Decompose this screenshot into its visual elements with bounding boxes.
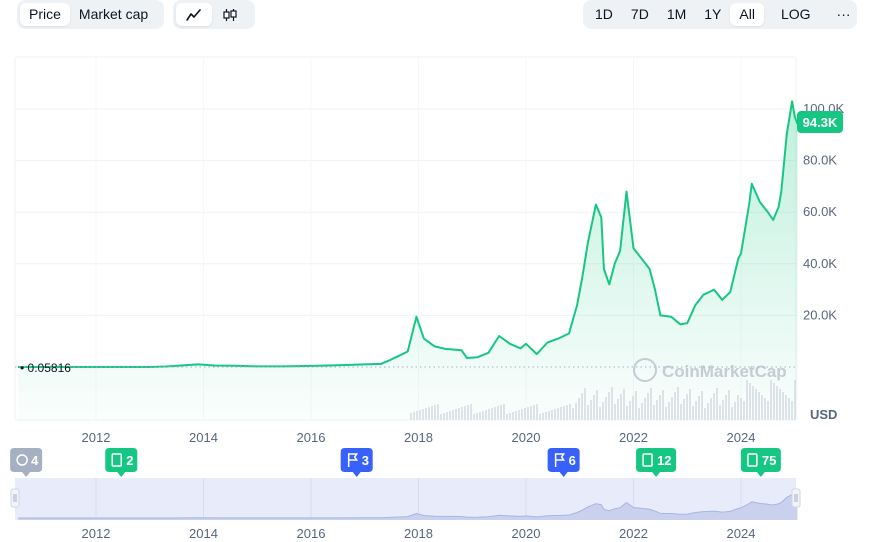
candlestick-icon[interactable] (212, 3, 248, 26)
history-icon (16, 454, 28, 466)
line-chart-icon[interactable] (176, 3, 212, 26)
range-1m[interactable]: 1M (666, 6, 687, 22)
watermark-text: CoinMarketCap (662, 362, 787, 381)
tab-price[interactable]: Price (20, 3, 70, 26)
x-tick-label: 2014 (189, 430, 218, 445)
price-area (18, 101, 798, 421)
x-tick-label: 2020 (512, 430, 541, 445)
x-tick-label: 2012 (82, 430, 111, 445)
document-icon (747, 453, 758, 467)
x-tick-label: 2018 (404, 430, 433, 445)
navigator-handle-left[interactable] (10, 488, 20, 508)
navigator-line (18, 493, 798, 519)
y-tick-label: 60.0K (803, 204, 837, 219)
more-options-icon[interactable]: ··· (836, 6, 851, 22)
event-badge-count: 2 (126, 453, 133, 468)
navigator-x-tick-label: 2020 (512, 526, 541, 541)
current-price-pill (797, 111, 843, 133)
range-7d[interactable]: 7D (630, 6, 649, 22)
start-value-label: • 0.05816 (20, 361, 71, 375)
event-badge-count: 3 (362, 453, 369, 468)
x-tick-label: 2022 (619, 430, 648, 445)
navigator-x-tick-label: 2014 (189, 526, 218, 541)
flag-icon (347, 453, 359, 467)
event-badge-flag: 6 (547, 448, 580, 477)
navigator-x-tick-label: 2018 (404, 526, 433, 541)
event-badge-doc: 2 (105, 448, 138, 477)
price-chart: CoinMarketCap 20.0K 40.0K 60.0K 80.0K 100.0K… (0, 44, 875, 542)
event-badge-count: 4 (31, 453, 39, 468)
navigator-x-tick-label: 2016 (297, 526, 326, 541)
y-tick-label: 80.0K (803, 153, 837, 168)
x-tick-label: 2016 (297, 430, 326, 445)
log-toggle[interactable]: LOG (780, 6, 811, 22)
price-line (18, 100, 799, 368)
event-badge-history: 4 (10, 448, 43, 477)
watermark-logo-icon (633, 358, 657, 382)
range-1d[interactable]: 1D (595, 6, 613, 22)
navigator-handle-right[interactable] (791, 488, 801, 508)
navigator-x-tick-label: 2012 (82, 526, 111, 541)
event-badge-count: 12 (657, 453, 671, 468)
chart-style-toggle (173, 0, 255, 29)
event-badge-flag: 3 (340, 448, 373, 477)
navigator-area (18, 494, 798, 520)
x-tick-label: 2024 (727, 430, 756, 445)
navigator-x-tick-label: 2024 (727, 526, 756, 541)
event-badge-bubble (740, 448, 781, 477)
chart-canvas: CoinMarketCap 20.0K40.0K60.0K80.0K100.0K… (10, 56, 845, 541)
tab-market-cap[interactable]: Market cap (78, 6, 149, 22)
flag-icon (554, 453, 566, 467)
metric-tabs: Price Market cap (17, 0, 164, 29)
event-badge-bubble (636, 448, 677, 477)
range-all[interactable]: All (730, 3, 764, 26)
y-tick-label: 20.0K (803, 307, 837, 322)
range-1y[interactable]: 1Y (704, 6, 722, 22)
range-selector: 1D 7D 1M 1Y All LOG ··· (583, 0, 857, 29)
handle-grip (791, 488, 801, 508)
y-tick-label: 40.0K (803, 256, 837, 271)
event-badge-count: 6 (569, 453, 576, 468)
navigator-x-tick-label: 2022 (619, 526, 648, 541)
event-badge-doc: 12 (636, 448, 677, 477)
handle-grip (10, 488, 20, 508)
event-badge-count: 75 (762, 453, 776, 468)
unit-label: USD (810, 407, 837, 422)
event-badge-doc: 75 (740, 448, 781, 477)
current-price-label: 94.3K (803, 115, 838, 130)
document-icon (111, 453, 123, 467)
document-icon (642, 453, 653, 467)
